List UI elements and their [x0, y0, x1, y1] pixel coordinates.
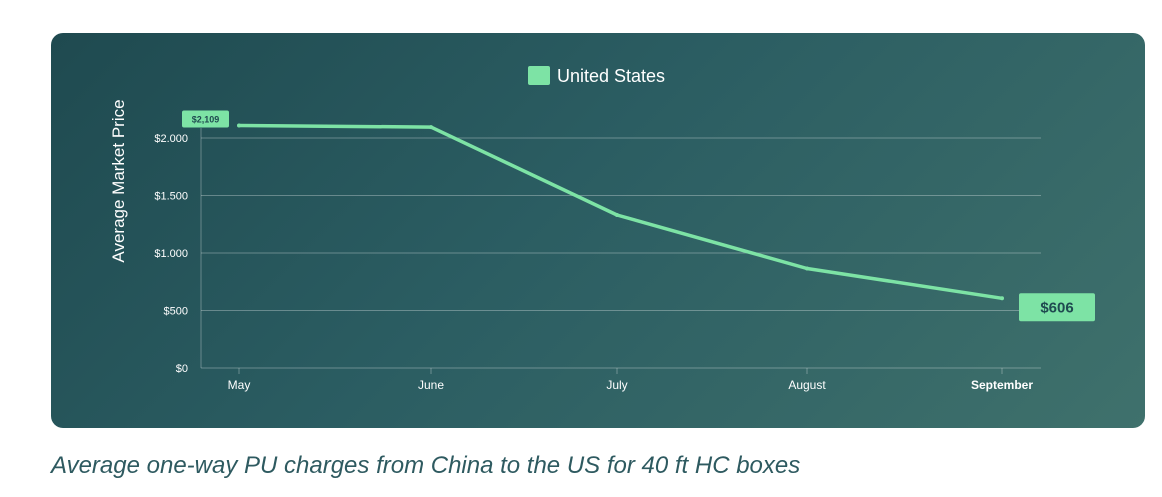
chart-card: United States Average Market Price $0 $50…: [51, 33, 1145, 428]
y-tick-label: $1.500: [154, 191, 188, 203]
y-tick-label: $500: [164, 306, 188, 318]
legend: United States: [528, 66, 665, 86]
y-tick-label: $1.000: [154, 248, 188, 260]
data-point: [615, 213, 619, 218]
data-point: [805, 266, 809, 271]
legend-label-united-states: United States: [557, 66, 665, 86]
data-label-box-first: [182, 110, 229, 128]
x-tick-label: July: [606, 378, 627, 392]
y-tick-label: $0: [176, 363, 188, 375]
x-tick-label: August: [788, 378, 826, 392]
data-label-first: $2,109: [192, 114, 220, 124]
legend-swatch-united-states: [528, 66, 550, 85]
data-point: [1000, 296, 1004, 301]
y-tick-label: $2.000: [154, 133, 188, 145]
data-point: [237, 123, 241, 128]
data-label-last: $606: [1040, 299, 1073, 316]
series-line-united-states: [237, 123, 1004, 301]
data-point: [429, 125, 433, 130]
x-tick-label: June: [418, 378, 444, 392]
chart-caption: Average one-way PU charges from China to…: [51, 452, 801, 479]
line-chart: United States Average Market Price $0 $50…: [109, 66, 1095, 392]
x-tick-label: September: [971, 378, 1033, 392]
y-axis-label: Average Market Price: [109, 99, 128, 262]
data-label-box-last: [1019, 293, 1095, 322]
x-tick-label: May: [228, 378, 251, 392]
